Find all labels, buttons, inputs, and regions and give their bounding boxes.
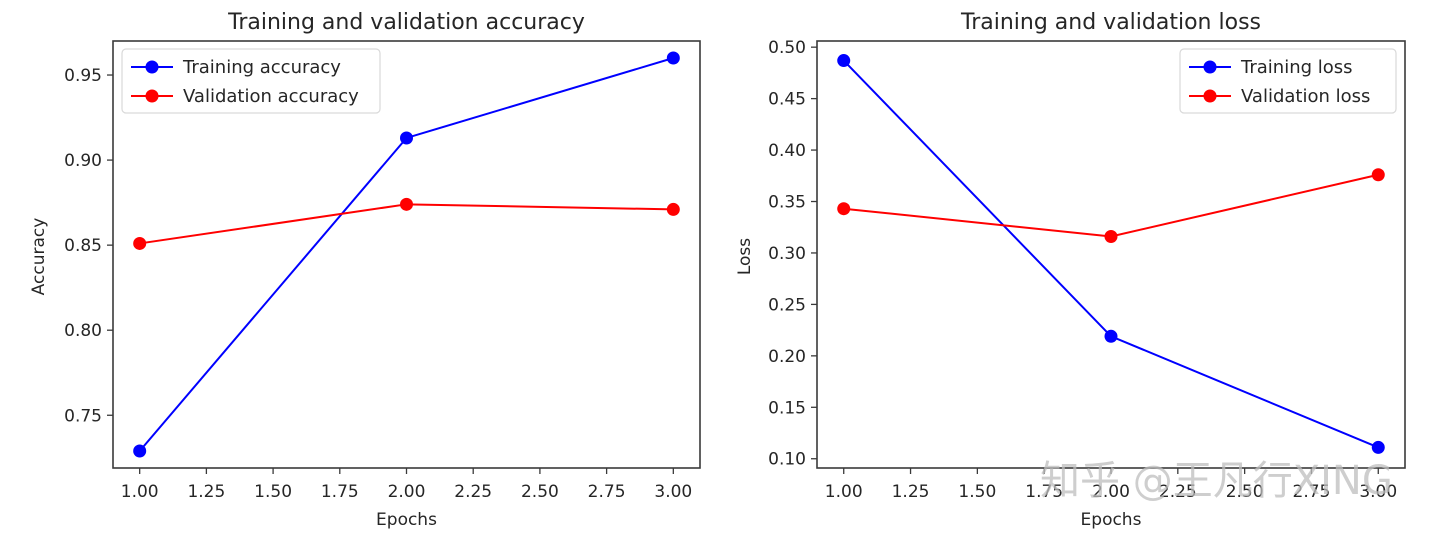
legend-entry-label: Training loss: [1240, 57, 1353, 78]
y-tick-label: 0.45: [768, 90, 806, 110]
y-tick-label: 0.85: [64, 236, 102, 256]
data-point-marker: [1104, 329, 1118, 343]
x-tick-label: 1.50: [254, 482, 292, 502]
chart-title: Training and validation accuracy: [227, 10, 585, 35]
legend-marker-icon: [1203, 89, 1217, 103]
y-tick-label: 0.75: [64, 406, 102, 426]
y-tick-label: 0.90: [64, 151, 102, 171]
x-tick-label: 1.25: [187, 482, 225, 502]
x-tick-label: 2.00: [1092, 482, 1130, 502]
data-point-marker: [400, 131, 413, 145]
series-training-accuracy: [133, 51, 680, 458]
y-tick-label: 0.25: [768, 295, 806, 315]
y-tick-label: 0.80: [64, 321, 102, 341]
data-point-marker: [133, 444, 147, 458]
legend: Training loss Validation loss: [1179, 48, 1397, 114]
data-point-marker: [1104, 229, 1118, 243]
y-axis-label: Accuracy: [29, 218, 49, 296]
data-point-marker: [1371, 440, 1385, 454]
x-tick-label: 1.25: [892, 482, 930, 502]
x-tick-label: 2.00: [388, 482, 426, 502]
x-axis-label: Epochs: [376, 510, 437, 530]
y-tick-label: 0.30: [768, 244, 806, 264]
x-tick-label: 2.25: [1159, 482, 1197, 502]
legend-marker-icon: [1203, 60, 1217, 74]
x-tick-label: 3.00: [654, 482, 692, 502]
y-tick-label: 0.15: [768, 398, 806, 418]
y-tick-label: 0.95: [64, 66, 102, 86]
y-tick-label: 0.35: [768, 193, 806, 213]
x-tick-label: 2.50: [521, 482, 559, 502]
series-training-loss: [837, 54, 1385, 454]
legend: Training accuracy Validation accuracy: [121, 48, 381, 114]
x-axis-label: Epochs: [1081, 510, 1142, 530]
x-tick-label: 3.00: [1359, 482, 1397, 502]
accuracy-chart: Training and validation accuracy 1.00 1.25…: [29, 10, 701, 530]
x-tick-label: 1.00: [825, 482, 863, 502]
x-tick-label: 1.00: [121, 482, 159, 502]
legend-marker-icon: [145, 60, 159, 74]
y-tick-label: 0.50: [768, 38, 806, 58]
legend-entry-label: Training accuracy: [182, 57, 341, 78]
data-point-marker: [666, 202, 680, 216]
y-tick-label: 0.20: [768, 347, 806, 367]
legend-entry-label: Validation loss: [1241, 86, 1370, 107]
chart-title: Training and validation loss: [960, 10, 1261, 35]
watermark-text: 知乎 @王凡行XING: [1040, 458, 1393, 504]
x-tick-label: 2.50: [1226, 482, 1264, 502]
y-axis-label: Loss: [735, 238, 755, 275]
x-tick-label: 1.75: [321, 482, 359, 502]
x-tick-label: 1.75: [1025, 482, 1063, 502]
x-tick-label: 1.50: [958, 482, 996, 502]
data-point-marker: [666, 51, 680, 65]
data-point-marker: [1371, 168, 1385, 182]
x-tick-label: 2.75: [1293, 482, 1331, 502]
series-validation-loss: [837, 168, 1385, 243]
data-point-marker: [837, 54, 851, 68]
x-tick-label: 2.25: [454, 482, 492, 502]
y-tick-label: 0.10: [768, 450, 806, 470]
data-point-marker: [837, 202, 851, 216]
legend-entry-label: Validation accuracy: [183, 86, 359, 107]
y-tick-label: 0.40: [768, 141, 806, 161]
loss-chart: Training and validation loss 1.00 1.25 1.50…: [735, 10, 1406, 530]
series-validation-accuracy: [133, 197, 680, 250]
data-point-marker: [400, 197, 413, 211]
legend-marker-icon: [145, 89, 159, 103]
x-tick-label: 2.75: [588, 482, 626, 502]
data-point-marker: [133, 236, 147, 250]
